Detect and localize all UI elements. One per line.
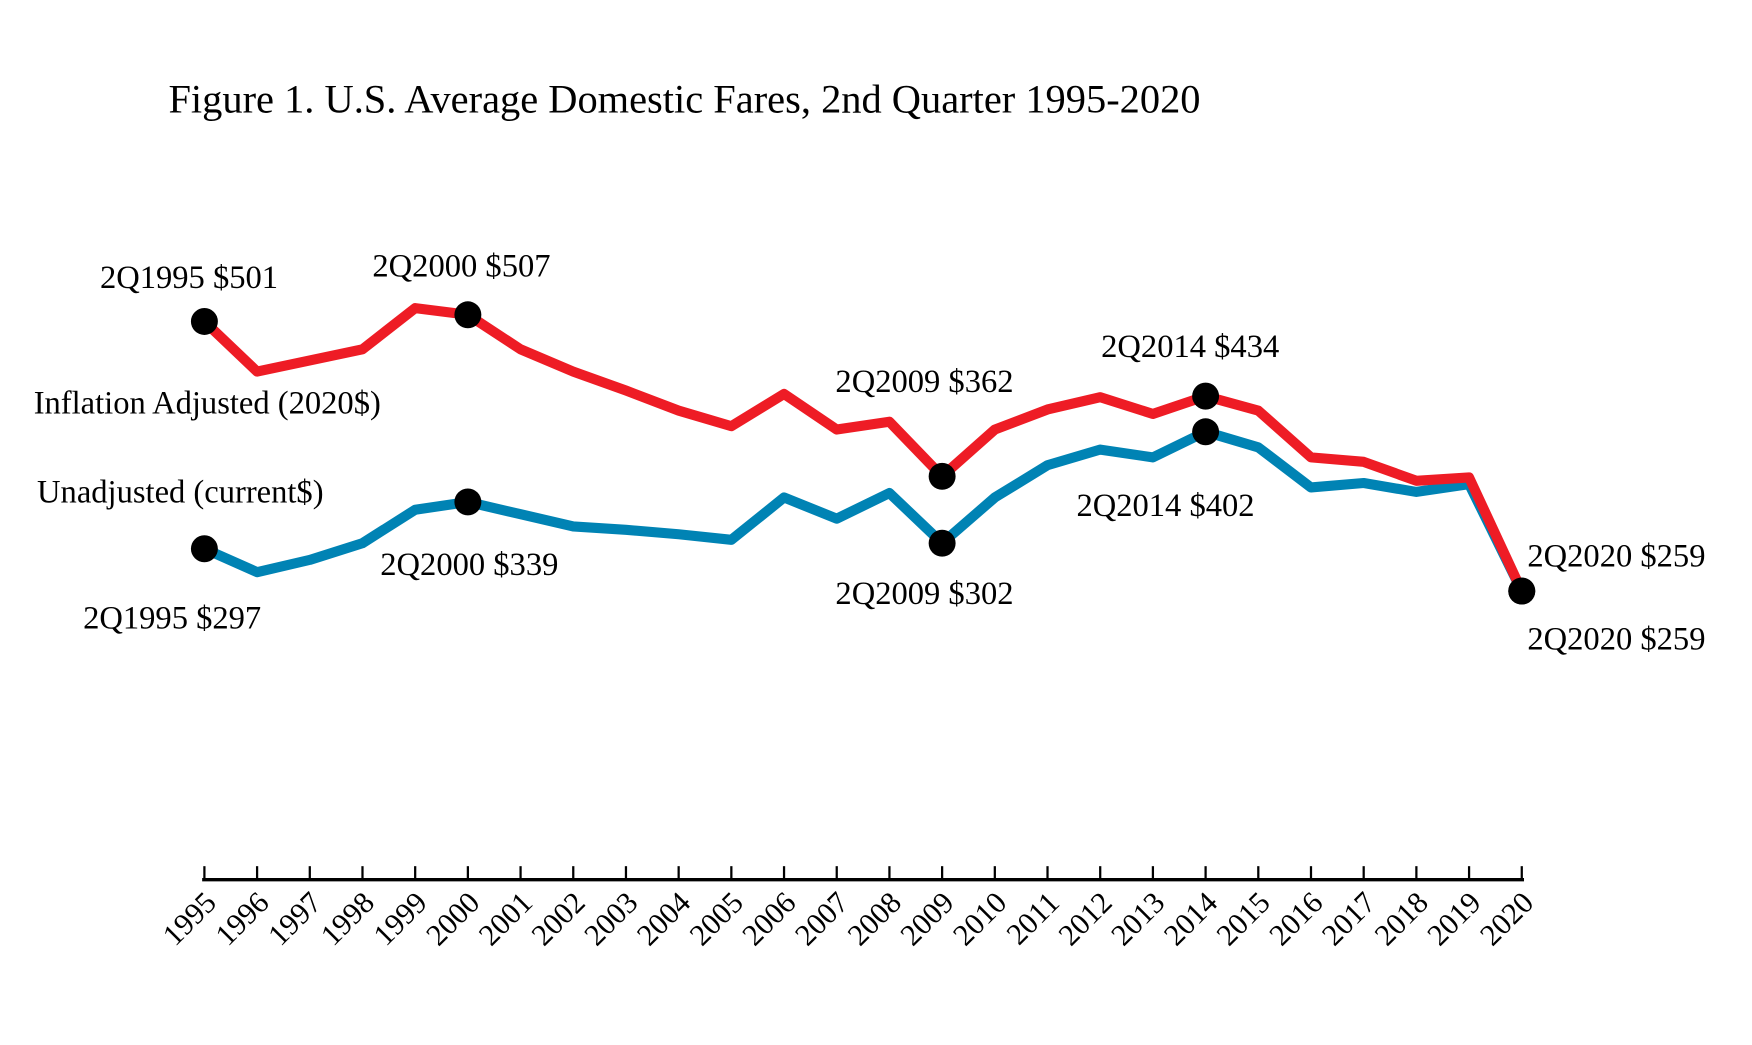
x-tick-label: 2002 [525, 885, 592, 952]
annotations: Inflation Adjusted (2020$) Unadjusted (c… [34, 249, 1706, 658]
x-tick-label: 1996 [209, 885, 276, 952]
x-tick-label: 2018 [1368, 885, 1435, 952]
series-line-1 [202, 426, 1527, 594]
data-marker [1192, 418, 1220, 446]
x-tick-label: 1998 [314, 885, 381, 952]
data-marker [1192, 382, 1220, 410]
x-tick-label: 1997 [261, 885, 328, 952]
x-tick-label: 2013 [1104, 885, 1171, 952]
annotation-label: 2Q2000 $339 [380, 547, 558, 583]
annotation-label: 2Q2014 $402 [1076, 488, 1254, 524]
series-label-unadjusted: Unadjusted (current$) [37, 474, 324, 510]
x-tick-label: 2017 [1315, 885, 1382, 952]
x-tick-label: 2004 [630, 885, 697, 952]
data-marker [454, 301, 482, 329]
x-tick-label: 2010 [946, 885, 1013, 952]
x-tick-label: 2007 [788, 885, 855, 952]
chart-title: Figure 1. U.S. Average Domestic Fares, 2… [168, 77, 1200, 122]
annotation-label: 2Q2020 $259 [1527, 621, 1705, 657]
x-tick-label: 1995 [156, 885, 223, 952]
annotation-label: 2Q2000 $507 [372, 249, 550, 285]
x-tick-label: 2014 [1157, 885, 1224, 952]
x-tick-label: 2011 [1000, 885, 1066, 951]
x-tick-label: 2008 [841, 885, 908, 952]
markers [190, 301, 1536, 605]
x-tick-label: 2003 [577, 885, 644, 952]
x-tick-label: 2005 [683, 885, 750, 952]
x-tick-label: 2019 [1421, 885, 1488, 952]
annotation-label: 2Q1995 $501 [100, 260, 278, 296]
x-tick-label: 2016 [1263, 885, 1330, 952]
data-marker [928, 462, 956, 490]
x-tick-label: 2001 [472, 885, 539, 952]
x-tick-label: 2000 [419, 885, 486, 952]
x-tick-label: 2006 [736, 885, 803, 952]
series-label-inflation-adjusted: Inflation Adjusted (2020$) [34, 386, 381, 422]
data-marker [1508, 577, 1536, 605]
annotation-label: 2Q2020 $259 [1527, 538, 1705, 574]
x-tick-label: 2020 [1473, 885, 1540, 952]
data-marker [190, 307, 218, 335]
series-line-0 [200, 303, 1527, 594]
data-marker [454, 488, 482, 516]
data-marker [928, 529, 956, 557]
x-tick-label: 2009 [894, 885, 961, 952]
x-axis: 1995199619971998199920002001200220032004… [156, 866, 1540, 952]
annotation-label: 2Q2014 $434 [1101, 329, 1279, 365]
series-lines [200, 303, 1527, 594]
x-tick-label: 1999 [367, 885, 434, 952]
annotation-label: 2Q2009 $362 [835, 364, 1013, 400]
x-tick-label: 2012 [1052, 885, 1119, 952]
data-marker [190, 535, 218, 563]
x-tick-label: 2015 [1210, 885, 1277, 952]
annotation-label: 2Q1995 $297 [83, 600, 261, 636]
annotation-label: 2Q2009 $302 [835, 576, 1013, 612]
